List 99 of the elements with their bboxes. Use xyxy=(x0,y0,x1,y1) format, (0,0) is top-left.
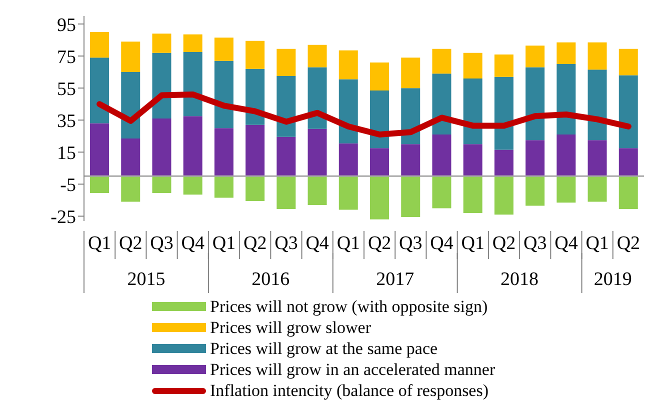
x-tick-label: Q3 xyxy=(523,233,547,254)
bar xyxy=(183,34,202,52)
text: 2018 xyxy=(500,269,539,290)
bar xyxy=(618,75,638,148)
legend-label: Prices will grow slower xyxy=(210,317,372,338)
text: 2015 xyxy=(127,269,166,290)
x-tick-label: Q1 xyxy=(461,233,485,254)
bar xyxy=(618,148,638,176)
x-tick-label: Q1 xyxy=(212,233,236,254)
x-tick-label: Q4 xyxy=(306,233,330,254)
bar xyxy=(338,176,358,210)
bar xyxy=(121,176,140,202)
bar xyxy=(463,144,482,176)
bar xyxy=(214,128,234,176)
bar xyxy=(338,50,358,80)
bar xyxy=(494,54,514,77)
y-tick-label: -25 xyxy=(50,206,76,228)
x-tick-label: Q2 xyxy=(492,233,516,254)
y-tick-label: 15 xyxy=(57,142,76,164)
bar xyxy=(183,52,202,116)
bar xyxy=(90,32,109,58)
x-tick-label: Q3 xyxy=(150,233,174,254)
bar xyxy=(121,42,140,72)
bar xyxy=(152,118,172,176)
bar xyxy=(556,42,576,64)
x-tick-label: Q1 xyxy=(336,233,360,254)
bar xyxy=(308,44,327,68)
bar xyxy=(526,67,545,140)
bar xyxy=(588,176,607,202)
x-tick-label: Q3 xyxy=(399,233,422,254)
x-tick-label: Q4 xyxy=(430,233,454,254)
bar xyxy=(214,176,234,198)
bar xyxy=(526,176,545,206)
bar xyxy=(432,48,452,74)
bar xyxy=(588,70,607,140)
bar xyxy=(276,136,296,176)
bar xyxy=(246,124,265,176)
bar xyxy=(90,176,109,193)
bar xyxy=(463,52,482,78)
bar xyxy=(432,134,452,176)
bar xyxy=(556,176,576,203)
y-tick-label: -5 xyxy=(60,174,76,196)
bar xyxy=(152,176,172,193)
bar xyxy=(246,40,265,69)
bar xyxy=(183,116,202,176)
text: 2019 xyxy=(594,269,632,290)
bar xyxy=(526,46,545,68)
bar xyxy=(370,62,389,90)
bar xyxy=(494,150,514,176)
legend-label: Prices will not grow (with opposite sign) xyxy=(210,296,488,317)
y-tick-label: 95 xyxy=(57,14,76,36)
text: 2016 xyxy=(252,269,290,290)
bar xyxy=(183,176,202,195)
bar xyxy=(463,78,482,144)
x-tick-label: Q1 xyxy=(88,233,112,254)
y-tick-label: 35 xyxy=(57,110,76,132)
bar xyxy=(463,176,482,213)
bar xyxy=(276,48,296,76)
bar xyxy=(401,176,420,217)
legend-label: Prices will grow at the same pace xyxy=(210,338,438,359)
bar xyxy=(370,148,389,176)
bar xyxy=(401,144,420,176)
bar xyxy=(152,34,172,53)
bar xyxy=(90,123,109,176)
bar xyxy=(618,176,638,209)
bar xyxy=(246,176,265,201)
x-tick-label: Q1 xyxy=(586,233,609,254)
x-tick-label: Q2 xyxy=(368,233,392,254)
x-tick-label: Q2 xyxy=(119,233,142,254)
legend-label: Inflation intencity (balance of responses) xyxy=(210,380,489,401)
x-tick-label: Q4 xyxy=(554,233,578,254)
bar xyxy=(556,134,576,176)
x-tick-label: Q2 xyxy=(616,233,640,254)
bar xyxy=(494,76,514,150)
x-tick-label: Q3 xyxy=(274,233,298,254)
x-tick-label: Q4 xyxy=(181,233,205,254)
bar xyxy=(618,48,638,76)
bar xyxy=(432,176,452,208)
bar xyxy=(588,140,607,176)
bar xyxy=(338,143,358,176)
bar xyxy=(338,79,358,144)
bar xyxy=(494,176,514,215)
bar xyxy=(214,60,234,128)
text: 2017 xyxy=(376,269,414,290)
bar xyxy=(370,176,389,220)
bar xyxy=(214,38,234,61)
bar xyxy=(588,42,607,70)
x-tick-label: Q2 xyxy=(243,233,267,254)
bar xyxy=(308,128,327,176)
bar xyxy=(526,140,545,176)
y-tick-label: 75 xyxy=(57,46,76,68)
y-tick-label: 55 xyxy=(57,78,76,100)
bar xyxy=(401,58,420,88)
bar xyxy=(276,176,296,209)
bar xyxy=(308,176,327,205)
legend-label: Prices will grow in an accelerated manner xyxy=(210,359,496,380)
bar xyxy=(90,58,109,124)
bar xyxy=(556,64,576,135)
bar xyxy=(121,138,140,176)
